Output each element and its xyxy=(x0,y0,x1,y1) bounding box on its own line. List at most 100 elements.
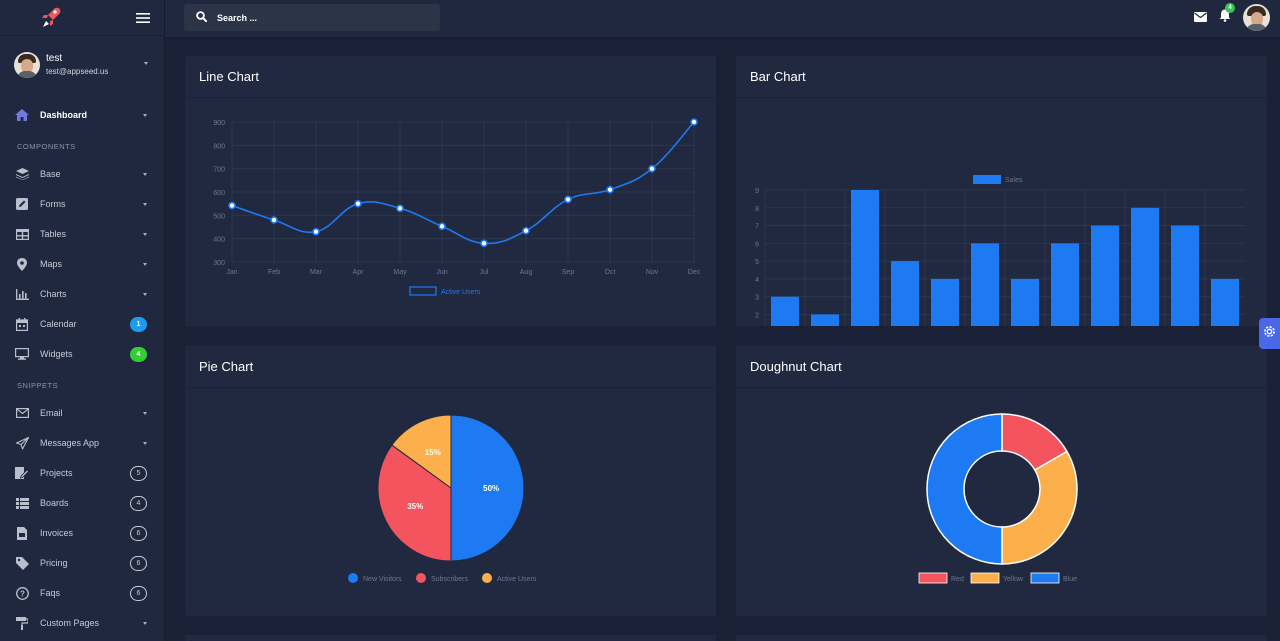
sidebar-item-label: Forms xyxy=(40,199,66,209)
pie-slice xyxy=(450,414,525,562)
file-invoice-icon xyxy=(15,526,29,540)
sidebar-item-label: Messages App xyxy=(40,438,100,448)
legend-label: Subscribers xyxy=(431,576,468,583)
sidebar-item-maps[interactable]: Maps xyxy=(0,249,164,279)
bar xyxy=(1011,278,1039,326)
hamburger-menu-icon[interactable] xyxy=(136,12,150,24)
sidebar-item-dashboard[interactable]: Dashboard xyxy=(0,100,164,130)
sidebar-item-label: Maps xyxy=(40,259,63,269)
y-tick-label: 7 xyxy=(755,224,759,231)
card-title: Line Chart xyxy=(185,56,716,98)
data-point xyxy=(480,239,488,248)
table-icon xyxy=(15,227,29,241)
sidebar-item-forms[interactable]: Forms xyxy=(0,189,164,219)
sidebar-item-base[interactable]: Base xyxy=(0,159,164,189)
settings-toggle-button[interactable] xyxy=(1259,318,1280,349)
legend-swatch xyxy=(1030,572,1060,584)
envelope-icon[interactable] xyxy=(1194,9,1207,27)
pie-slice xyxy=(377,444,452,562)
sidebar-item-charts[interactable]: Charts xyxy=(0,279,164,309)
rocket-logo-icon[interactable] xyxy=(40,6,62,30)
sidebar-item-faqs[interactable]: ? Faqs 6 xyxy=(0,578,164,608)
chevron-down-icon xyxy=(143,113,147,117)
card-title: Doughnut Chart xyxy=(736,346,1267,388)
user-name: test xyxy=(46,53,63,64)
x-tick-label: Dec xyxy=(688,269,701,276)
next-card-stub xyxy=(736,635,1267,641)
user-profile[interactable]: test test@appseed.us xyxy=(0,36,164,86)
x-tick-label: Aug xyxy=(520,269,533,276)
sidebar-item-boards[interactable]: Boards 4 xyxy=(0,488,164,518)
section-label: COMPONENTS xyxy=(17,142,76,151)
data-point xyxy=(690,118,698,126)
sidebar-item-calendar[interactable]: Calendar 1 xyxy=(0,309,164,339)
count-badge: 6 xyxy=(130,555,147,571)
calendar-icon xyxy=(15,317,29,331)
series-line-active-users xyxy=(231,121,695,245)
question-icon: ? xyxy=(15,586,29,600)
sidebar-nav: Dashboard COMPONENTS Base Forms Tables M… xyxy=(0,100,164,638)
slice-value-label: 35% xyxy=(407,502,423,511)
data-point xyxy=(648,164,656,173)
bar xyxy=(1091,225,1119,326)
y-tick-label: 9 xyxy=(755,188,759,195)
top-bar: 4 xyxy=(165,0,1280,38)
search-icon[interactable] xyxy=(196,9,208,27)
monitor-icon xyxy=(15,347,29,361)
gear-icon xyxy=(1263,325,1276,343)
sidebar-item-email[interactable]: Email xyxy=(0,398,164,428)
tag-icon xyxy=(15,556,29,570)
user-avatar-button[interactable] xyxy=(1243,4,1270,31)
data-point xyxy=(270,216,278,224)
doughnut-slice xyxy=(1001,450,1078,565)
legend-label: Sales xyxy=(1005,177,1023,184)
legend-label: Active Users xyxy=(497,576,537,583)
legend-label: Yellow xyxy=(1003,576,1024,583)
bar xyxy=(891,261,919,326)
count-badge: 4 xyxy=(130,495,147,511)
legend-label: New Visitors xyxy=(363,576,402,583)
x-tick-label: Mar xyxy=(310,269,323,276)
card-title: Bar Chart xyxy=(736,56,1267,98)
data-point xyxy=(396,204,404,213)
y-tick-label: 800 xyxy=(213,143,225,150)
y-tick-label: 3 xyxy=(755,295,759,302)
chevron-down-icon[interactable] xyxy=(144,62,148,65)
x-tick-label: Jan xyxy=(226,269,237,276)
legend-label: Blue xyxy=(1063,576,1077,583)
count-badge: 6 xyxy=(130,585,147,601)
sidebar-item-widgets[interactable]: Widgets 4 xyxy=(0,339,164,369)
y-tick-label: 2 xyxy=(755,312,759,319)
brand xyxy=(0,0,164,36)
sidebar-item-tables[interactable]: Tables xyxy=(0,219,164,249)
x-tick-label: Apr xyxy=(353,269,365,276)
sidebar-item-invoices[interactable]: Invoices 6 xyxy=(0,518,164,548)
x-tick-label: Jun xyxy=(436,269,447,276)
bar xyxy=(851,190,879,326)
bar xyxy=(811,314,839,326)
search-input[interactable] xyxy=(217,12,417,23)
chevron-down-icon xyxy=(143,172,147,176)
sidebar-item-messages-app[interactable]: Messages App xyxy=(0,428,164,458)
sidebar-item-label: Pricing xyxy=(40,558,68,568)
count-badge: 4 xyxy=(130,346,147,362)
bar xyxy=(1211,278,1239,326)
legend-swatch xyxy=(482,573,492,583)
legend-swatch xyxy=(409,286,437,296)
legend-swatch xyxy=(348,573,358,583)
data-point xyxy=(522,226,530,235)
notifications-button[interactable]: 4 xyxy=(1219,2,1235,27)
bar xyxy=(931,278,959,326)
edit-icon xyxy=(15,197,29,211)
card-title: Pie Chart xyxy=(185,346,716,388)
sidebar-item-custom-pages[interactable]: Custom Pages xyxy=(0,608,164,638)
sidebar-item-label: Projects xyxy=(40,468,73,478)
x-tick-label: Nov xyxy=(646,269,659,276)
section-label: SNIPPETS xyxy=(17,381,59,390)
data-point xyxy=(438,222,446,231)
doughnut-slice xyxy=(926,413,1003,565)
sidebar-item-projects[interactable]: Projects 5 xyxy=(0,458,164,488)
sidebar-item-pricing[interactable]: Pricing 6 xyxy=(0,548,164,578)
data-point xyxy=(564,195,572,204)
bar xyxy=(1131,207,1159,326)
